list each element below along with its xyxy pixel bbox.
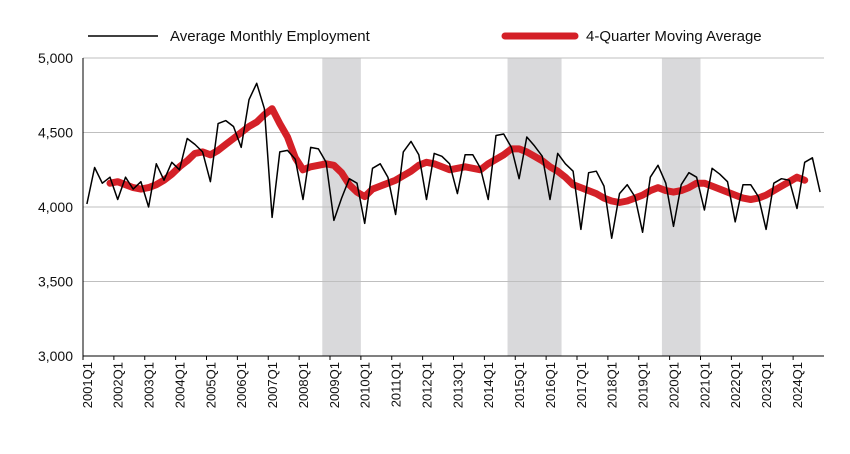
x-tick-label: 2018Q1 <box>605 362 620 408</box>
y-tick-labels: 3,000 3,500 4,000 4,500 5,000 <box>38 50 73 364</box>
x-tick-label: 2012Q1 <box>419 362 434 408</box>
x-tick-label: 2023Q1 <box>759 362 774 408</box>
legend-label-monthly: Average Monthly Employment <box>170 28 371 45</box>
x-tick-label: 2002Q1 <box>111 362 126 408</box>
x-tick-label: 2016Q1 <box>543 362 558 408</box>
x-tick-label: 2021Q1 <box>697 362 712 408</box>
series-line-moving-average <box>106 105 809 206</box>
y-tick-label: 4,000 <box>38 199 73 215</box>
y-tick-label: 5,000 <box>38 50 73 66</box>
x-tick-label: 2006Q1 <box>234 362 249 408</box>
legend-label-moving-average: 4-Quarter Moving Average <box>586 28 762 45</box>
series-line-monthly-employment <box>86 82 821 240</box>
legend: Average Monthly Employment 4-Quarter Mov… <box>88 28 762 45</box>
grid-lines <box>83 57 824 282</box>
x-tick-labels: 2001Q1 2002Q1 2003Q1 2004Q1 2005Q1 2006Q1 2007… <box>80 356 805 408</box>
x-tick-label: 2008Q1 <box>296 362 311 408</box>
x-tick-label: 2011Q1 <box>389 362 404 407</box>
x-tick-label: 2001Q1 <box>80 362 95 408</box>
y-tick-label: 3,500 <box>38 274 73 290</box>
x-tick-label: 2004Q1 <box>172 362 187 408</box>
x-tick-label: 2020Q1 <box>666 362 681 408</box>
y-tick-label: 4,500 <box>38 125 73 141</box>
x-tick-label: 2022Q1 <box>728 362 743 408</box>
x-tick-label: 2005Q1 <box>203 362 218 408</box>
x-tick-label: 2009Q1 <box>327 362 342 408</box>
x-tick-label: 2007Q1 <box>265 362 280 408</box>
x-tick-label: 2010Q1 <box>358 362 373 408</box>
x-tick-label: 2014Q1 <box>481 362 496 408</box>
series-lines <box>86 82 821 240</box>
x-tick-label: 2003Q1 <box>142 362 157 408</box>
x-tick-label: 2015Q1 <box>512 362 527 408</box>
y-tick-label: 3,000 <box>38 348 73 364</box>
x-tick-label: 2024Q1 <box>790 362 805 408</box>
x-tick-label: 2017Q1 <box>574 362 589 408</box>
x-tick-label: 2013Q1 <box>450 362 465 408</box>
x-tick-label: 2019Q1 <box>636 362 651 408</box>
